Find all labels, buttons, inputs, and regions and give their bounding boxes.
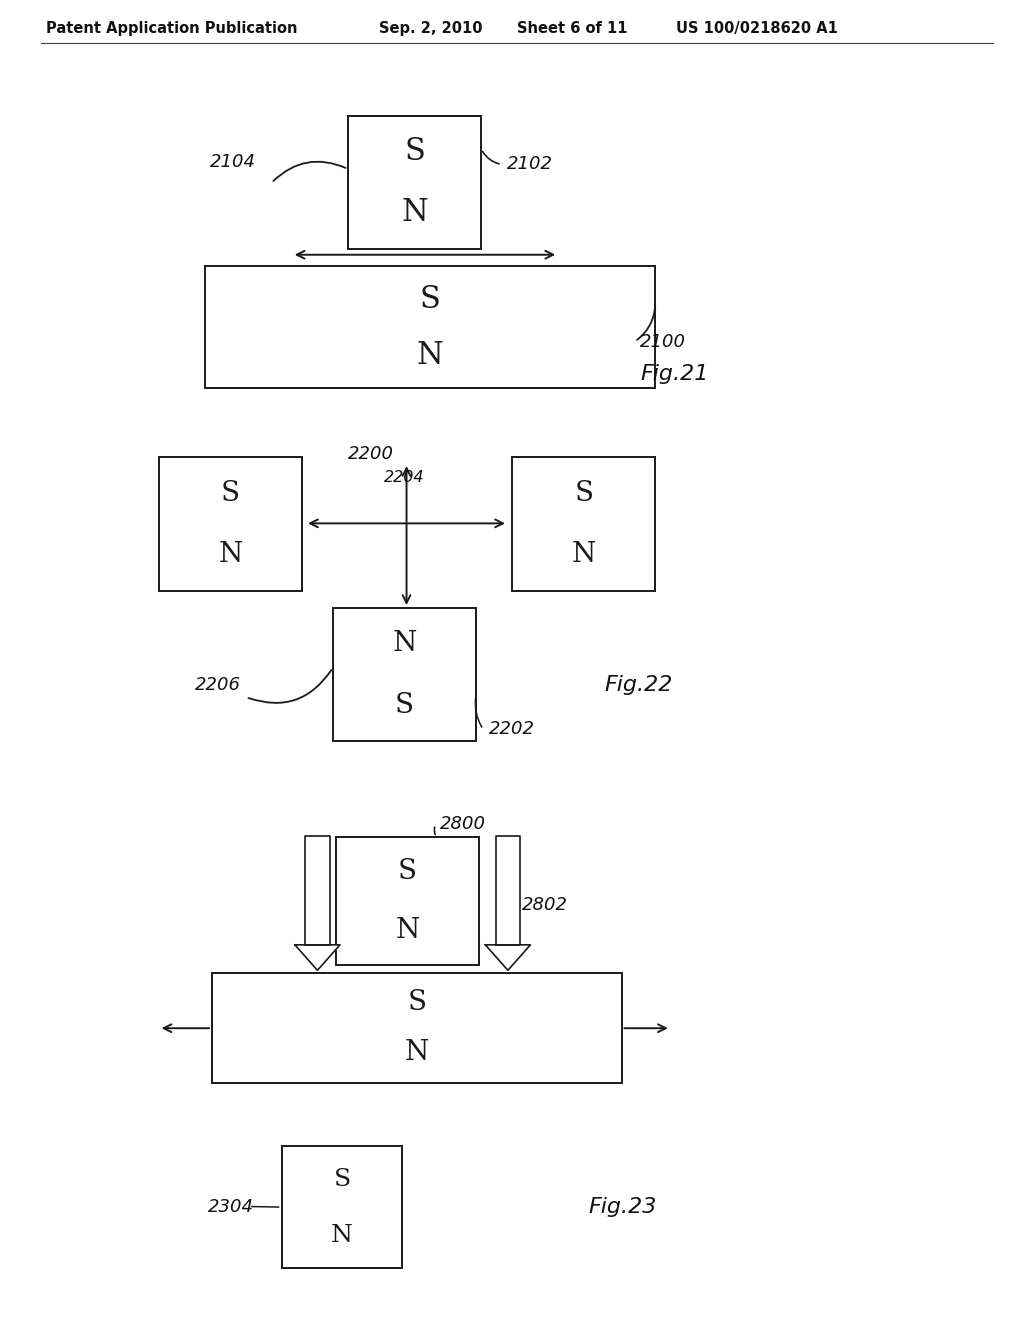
Text: S: S <box>404 136 425 168</box>
Text: S: S <box>420 284 440 314</box>
Bar <box>348 116 481 249</box>
Text: 2200: 2200 <box>348 445 394 463</box>
Text: 2104: 2104 <box>210 153 256 172</box>
Text: 2102: 2102 <box>507 156 553 173</box>
Polygon shape <box>295 945 340 970</box>
Text: Fig.22: Fig.22 <box>604 676 673 696</box>
Bar <box>205 267 655 388</box>
Polygon shape <box>485 945 530 970</box>
Text: 2800: 2800 <box>440 816 486 833</box>
Text: N: N <box>401 198 428 228</box>
Text: N: N <box>571 541 596 568</box>
Text: US 100/0218620 A1: US 100/0218620 A1 <box>676 21 838 37</box>
Bar <box>336 837 479 965</box>
Text: 2206: 2206 <box>195 676 241 694</box>
Bar <box>282 1146 402 1269</box>
Text: N: N <box>218 541 243 568</box>
Text: N: N <box>331 1224 353 1246</box>
Text: N: N <box>395 916 420 944</box>
Text: S: S <box>221 480 240 507</box>
Text: Sep. 2, 2010: Sep. 2, 2010 <box>379 21 482 37</box>
Text: 2202: 2202 <box>488 721 535 738</box>
Text: 2204: 2204 <box>384 470 425 484</box>
Text: Sheet 6 of 11: Sheet 6 of 11 <box>517 21 628 37</box>
Text: 2304: 2304 <box>208 1197 254 1216</box>
Text: S: S <box>334 1168 350 1191</box>
Text: S: S <box>398 858 417 884</box>
Text: Patent Application Publication: Patent Application Publication <box>46 21 298 37</box>
Bar <box>512 457 655 590</box>
Text: 2100: 2100 <box>640 333 686 351</box>
Polygon shape <box>496 836 520 945</box>
Text: N: N <box>392 631 417 657</box>
Text: Fig.23: Fig.23 <box>589 1196 657 1217</box>
Polygon shape <box>305 836 330 945</box>
Bar <box>333 609 476 741</box>
Bar <box>159 457 302 590</box>
Text: S: S <box>574 480 593 507</box>
Text: N: N <box>404 1039 429 1067</box>
Bar <box>212 973 622 1082</box>
Text: Fig.21: Fig.21 <box>640 364 709 384</box>
Text: 2802: 2802 <box>522 896 568 915</box>
Text: S: S <box>408 989 426 1016</box>
Text: S: S <box>395 692 414 718</box>
Text: N: N <box>417 339 443 371</box>
